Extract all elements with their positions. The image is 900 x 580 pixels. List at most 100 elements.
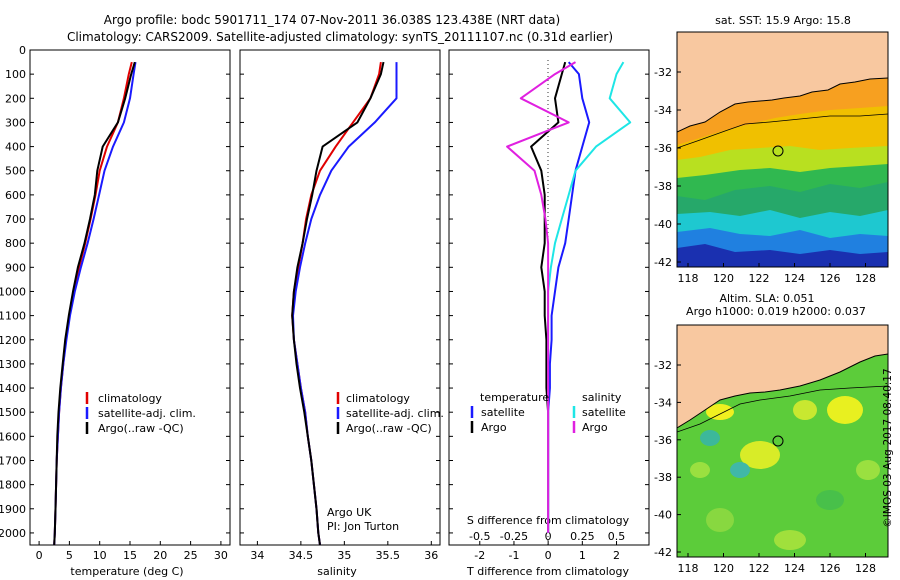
- depth-tick-label: 1800: [0, 479, 26, 492]
- difference-x-ticks: -2 -1 0 1 2: [474, 541, 620, 562]
- lat-tick-label: -36: [654, 434, 672, 447]
- x-tick-label: -1: [508, 549, 519, 562]
- lat-tick-label: -34: [654, 396, 672, 409]
- lon-tick-label: 126: [820, 562, 841, 575]
- series-line: [53, 61, 136, 545]
- s-tick-label: -0.5: [469, 530, 490, 543]
- temperature-legend: climatology satellite-adj. clim. Argo(..…: [85, 392, 196, 435]
- series-line: [53, 61, 137, 545]
- depth-tick-label: 1000: [0, 285, 26, 298]
- legend-title-temperature: temperature: [480, 391, 549, 404]
- legend-label: Argo(..raw -QC): [98, 422, 184, 435]
- depth-tick-label: 600: [5, 189, 26, 202]
- x-tick-label: 34: [250, 549, 264, 562]
- depth-tick-label: 1200: [0, 334, 26, 347]
- difference-legend: temperature salinity satellite Argo sate…: [470, 391, 626, 434]
- depth-tick-label: 700: [5, 213, 26, 226]
- depth-axis: 0 100 200 300 400 500 600 700 800 900 1000 1100 1200…: [0, 44, 649, 540]
- x-tick-label: 5: [66, 549, 73, 562]
- depth-tick-label: 900: [5, 261, 26, 274]
- legend-label: climatology: [346, 392, 410, 405]
- depth-contour: [677, 385, 888, 433]
- x-tick-label: 34.5: [289, 549, 314, 562]
- lon-tick-label: 120: [713, 272, 734, 285]
- s-tick-label: 0.25: [570, 530, 595, 543]
- lon-tick-label: 120: [713, 562, 734, 575]
- lat-tick-label: -32: [654, 66, 672, 79]
- depth-tick-label: 1700: [0, 454, 26, 467]
- lat-tick-label: -42: [654, 546, 672, 559]
- sla-mid-blob: [816, 490, 844, 510]
- argo-position-marker: [772, 145, 784, 157]
- series-line: [291, 61, 385, 545]
- depth-tick-label: 1300: [0, 358, 26, 371]
- depth-tick-label: 1600: [0, 430, 26, 443]
- series-line: [291, 61, 382, 545]
- depth-tick-label: 300: [5, 116, 26, 129]
- depth-tick-label: 0: [19, 44, 26, 57]
- depth-tick-label: 400: [5, 141, 26, 154]
- lon-tick-label: 118: [678, 562, 699, 575]
- imos-stamp: ©IMOS 03-Aug-2017 08:40:17: [882, 368, 894, 527]
- argo-uk-note: Argo UK: [327, 506, 372, 519]
- depth-tick-label: 2000: [0, 527, 26, 540]
- legend-label: Argo(..raw -QC): [346, 422, 432, 435]
- sla-high-blob: [793, 400, 817, 420]
- series-line: [547, 61, 632, 533]
- lat-tick-label: -38: [654, 180, 672, 193]
- salinity-x-ticks: 34 34.5 35 35.5 36: [250, 541, 438, 562]
- difference-axis-label: T difference from climatology: [466, 565, 629, 578]
- sla-mid-blob: [774, 530, 806, 550]
- lat-tick-label: -42: [654, 256, 672, 269]
- sla-map-subtitle: Argo h1000: 0.019 h2000: 0.037: [686, 305, 866, 318]
- lon-tick-label: 128: [855, 562, 876, 575]
- x-tick-label: 15: [123, 549, 137, 562]
- depth-tick-label: 1900: [0, 503, 26, 516]
- x-tick-label: 30: [214, 549, 228, 562]
- lat-tick-label: -40: [654, 218, 672, 231]
- legend-label: Argo: [582, 421, 608, 434]
- legend-label: satellite: [481, 406, 525, 419]
- depth-tick-label: 100: [5, 68, 26, 81]
- temperature-x-ticks: 0 5 10 15 20 25 30: [36, 541, 228, 562]
- sst-map-title: sat. SST: 15.9 Argo: 15.8: [715, 14, 851, 27]
- depth-tick-label: 500: [5, 165, 26, 178]
- x-tick-label: 36: [424, 549, 438, 562]
- series-line: [547, 61, 591, 533]
- x-tick-label: 25: [184, 549, 198, 562]
- x-tick-label: 2: [613, 549, 620, 562]
- sst-band-darkblue: [677, 244, 888, 267]
- salinity-legend: climatology satellite-adj. clim. Argo(..…: [327, 392, 444, 533]
- depth-contour: [677, 113, 888, 149]
- sla-map-title: Altim. SLA: 0.051: [719, 292, 814, 305]
- temperature-panel: [29, 49, 231, 546]
- x-tick-label: 0: [545, 549, 552, 562]
- difference-panel: [448, 49, 650, 546]
- x-tick-label: 10: [93, 549, 107, 562]
- depth-tick-label: 1500: [0, 406, 26, 419]
- depth-tick-label: 200: [5, 92, 26, 105]
- temperature-curves: [53, 61, 137, 545]
- salinity-axis-label: salinity: [317, 565, 357, 578]
- figure-title: Argo profile: bodc 5901711_174 07-Nov-20…: [104, 13, 560, 27]
- coastline: [677, 353, 888, 429]
- sla-high-blob: [740, 441, 780, 469]
- sst-map-frame: [676, 31, 889, 268]
- sla-mid-blob: [856, 460, 880, 480]
- x-tick-label: 20: [153, 549, 167, 562]
- figure-subtitle: Climatology: CARS2009. Satellite-adjuste…: [67, 30, 613, 44]
- coastline: [677, 77, 888, 133]
- argo-position-marker: [772, 435, 784, 447]
- salinity-curves: [291, 61, 398, 545]
- temperature-axis-label: temperature (deg C): [70, 565, 183, 578]
- lon-tick-label: 122: [749, 272, 770, 285]
- depth-tick-label: 1400: [0, 382, 26, 395]
- sla-high-blob: [827, 396, 863, 424]
- x-tick-label: 1: [579, 549, 586, 562]
- sla-low-blob: [730, 462, 750, 478]
- x-tick-label: 0: [36, 549, 43, 562]
- lat-tick-label: -32: [654, 359, 672, 372]
- series-line: [53, 61, 133, 545]
- depth-tick-label: 800: [5, 237, 26, 250]
